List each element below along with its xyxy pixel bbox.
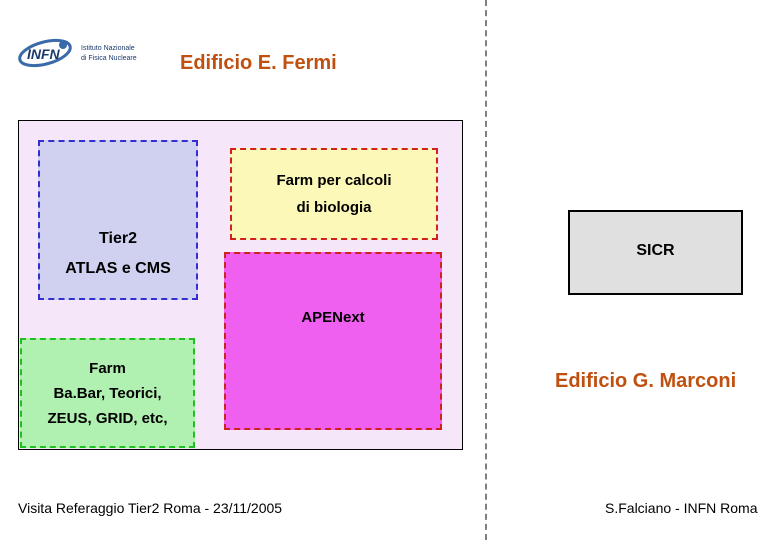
farm-line2: Ba.Bar, Teorici, xyxy=(53,385,161,402)
bio-line2: di biologia xyxy=(297,199,372,216)
farm-box: Farm Ba.Bar, Teorici, ZEUS, GRID, etc, xyxy=(20,338,195,448)
logo-sub1: Istituto Nazionale xyxy=(81,45,137,53)
tier2-line1: Tier2 xyxy=(99,230,137,248)
infn-logo: INFN Istituto Nazionale di Fisica Nuclea… xyxy=(15,25,155,80)
title-marconi: Edificio G. Marconi xyxy=(555,370,736,393)
footer-right: S.Falciano - INFN Roma xyxy=(605,500,757,516)
sicr-box: SICR xyxy=(568,210,743,295)
title-fermi: Edificio E. Fermi xyxy=(180,52,337,75)
apenext-box: APENext xyxy=(224,252,442,430)
sicr-label: SICR xyxy=(636,242,674,260)
farm-line1: Farm xyxy=(89,360,126,377)
tier2-box: Tier2 ATLAS e CMS xyxy=(38,140,198,300)
infn-swoosh-icon: INFN xyxy=(15,33,75,73)
tier2-line2: ATLAS e CMS xyxy=(65,260,170,278)
bio-line1: Farm per calcoli xyxy=(276,172,391,189)
logo-sub2: di Fisica Nucleare xyxy=(81,55,137,63)
bio-farm-box: Farm per calcoli di biologia xyxy=(230,148,438,240)
footer-left: Visita Referaggio Tier2 Roma - 23/11/200… xyxy=(18,500,282,516)
infn-logo-text: Istituto Nazionale di Fisica Nucleare xyxy=(81,43,137,62)
svg-text:INFN: INFN xyxy=(27,46,61,62)
apenext-label: APENext xyxy=(301,309,364,326)
divider-line xyxy=(485,0,487,540)
farm-line3: ZEUS, GRID, etc, xyxy=(47,410,167,427)
